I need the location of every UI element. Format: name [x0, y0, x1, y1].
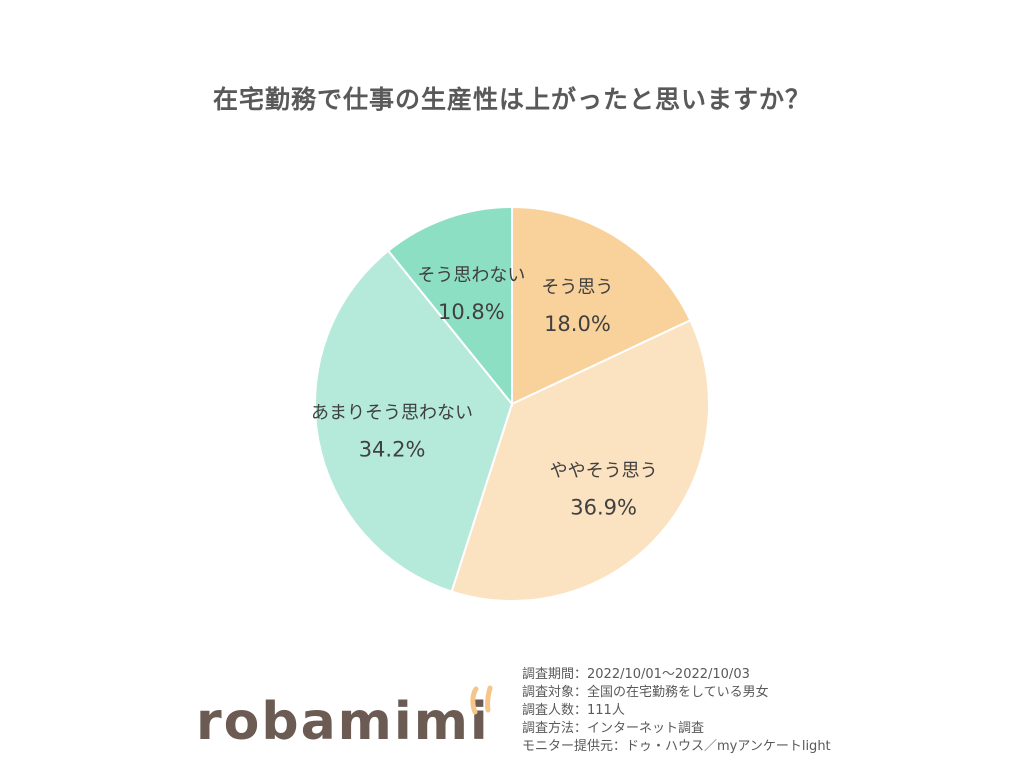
slice-value-1: 36.9% — [570, 496, 637, 520]
slice-value-2: 34.2% — [359, 437, 426, 461]
survey-period: 調査期間：2022/10/01～2022/10/03 — [522, 667, 750, 682]
survey-target: 調査対象：全国の在宅勤務をしている男女 — [522, 685, 769, 700]
slice-label-2: あまりそう思わない — [311, 402, 473, 423]
pie-slice-3 — [386, 205, 513, 407]
rabbit-ears-icon — [470, 685, 493, 715]
survey-notes: 調査期間：2022/10/01～2022/10/03 調査対象：全国の在宅勤務を… — [522, 666, 831, 756]
chart-title: 在宅勤務で仕事の生産性は上がったと思いますか？ — [212, 85, 811, 114]
pie-slice-2 — [314, 249, 514, 593]
slice-value-0: 18.0% — [544, 312, 611, 336]
pie-slice-0 — [511, 205, 692, 406]
survey-count: 調査人数：111人 — [522, 703, 625, 718]
slice-label-0: そう思う — [541, 277, 613, 298]
slice-value-3: 10.8% — [438, 300, 505, 324]
robamimi-logo: robamimi — [196, 692, 490, 752]
survey-provider: モニター提供元：ドゥ・ハウス／myアンケートlight — [522, 739, 831, 754]
slice-label-1: ややそう思う — [550, 461, 658, 482]
pie-slices — [314, 205, 710, 602]
pie-chart: そう思う 18.0% ややそう思う 36.9% あまりそう思わない 34.2% そう思わない… — [311, 205, 710, 602]
slice-label-3: そう思わない — [417, 265, 525, 286]
pie-slice-1 — [450, 318, 710, 602]
survey-method: 調査方法：インターネット調査 — [522, 721, 705, 736]
pie-labels: そう思う 18.0% ややそう思う 36.9% あまりそう思わない 34.2% そう思わない… — [311, 265, 658, 520]
